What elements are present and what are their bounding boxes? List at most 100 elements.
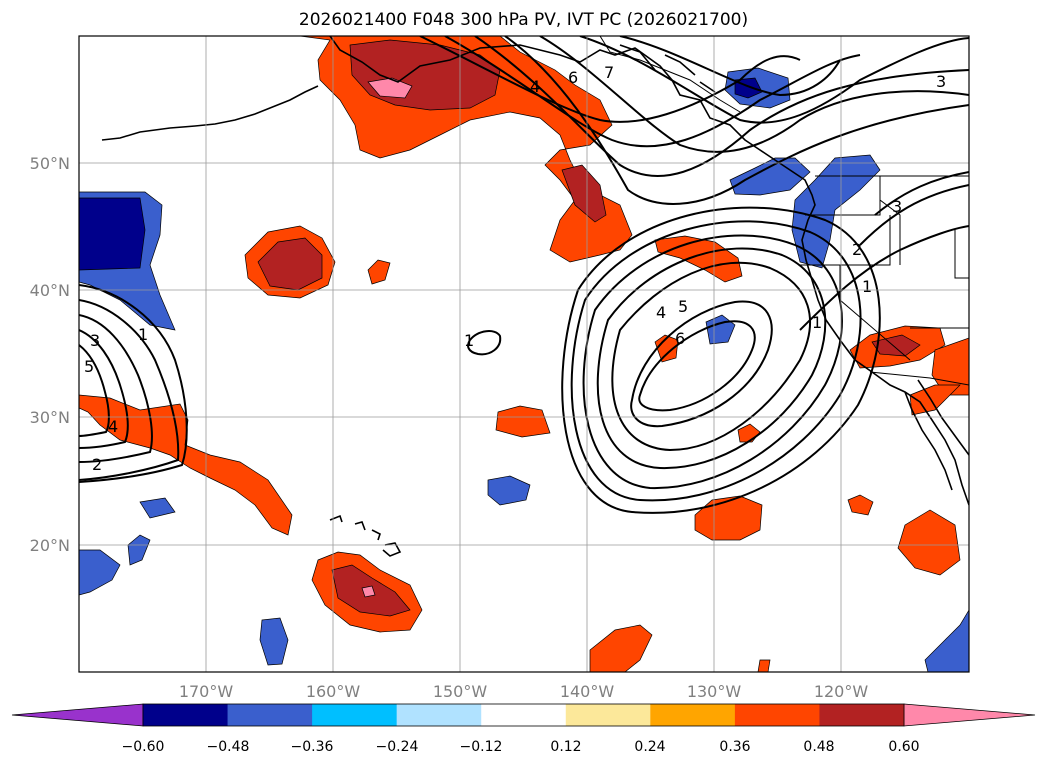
pv-area-bc-band: [561, 164, 607, 223]
map-frame-bg: [79, 36, 969, 672]
border-us-mexico: [869, 371, 969, 386]
positive-pv-anomaly-areas: [79, 36, 969, 672]
longitude-label: 130°W: [687, 682, 742, 701]
pv-area-160w-40n-core: [257, 237, 323, 291]
contour-label: 4: [108, 417, 118, 436]
map-title: 2026021400 F048 300 hPa PV, IVT PC (2026…: [298, 10, 749, 30]
ivt-contour-ring-7: [630, 300, 773, 428]
ivt-contour-ring-3: [582, 234, 843, 490]
latitude-label: 30°N: [30, 408, 70, 427]
contour-label: 3: [90, 331, 100, 350]
border-state-idaho: [879, 176, 901, 265]
pv-area-148w-25n: [487, 475, 531, 506]
pv-area-small-155w: [367, 259, 391, 285]
ivt-contour-north-7: [619, 36, 841, 97]
ivt-contour-north-3: [474, 36, 969, 178]
latitude-label: 40°N: [30, 281, 70, 300]
contour-label: 6: [568, 68, 578, 87]
ivt-contour-closed-small: [467, 330, 502, 356]
border-state-ut: [954, 230, 969, 279]
colorbar-segment: [481, 704, 567, 726]
pv-area-120w-35n-core: [871, 334, 921, 357]
contour-label: 5: [678, 297, 688, 316]
pv-area-dateline-48n-core: [79, 197, 146, 271]
longitude-label: 140°W: [560, 682, 615, 701]
contour-label: 6: [675, 329, 685, 348]
contour-labels: 7 6 4 3 3 2 1 1 4 5 6 3 5 4 2 1 1: [84, 63, 946, 474]
pv-area-baja-strip: [909, 384, 961, 416]
colorbar-segment: [312, 704, 398, 726]
coastline-aleutians: [101, 85, 319, 141]
colorbar-segment: [650, 704, 736, 726]
pv-area-158w-17n-peak: [361, 585, 376, 598]
ivt-contour-ring-4: [570, 220, 862, 502]
pv-area-164w-12n: [259, 617, 289, 666]
coastlines: [101, 36, 969, 557]
pv-area-118w-20n: [897, 509, 961, 576]
contour-label: 1: [862, 277, 872, 296]
contour-label: 2: [852, 240, 862, 259]
contour-label: 4: [656, 303, 666, 322]
contour-label: 1: [812, 313, 822, 332]
latitude-labels: 50°N 40°N 30°N 20°N: [30, 154, 70, 555]
latitude-label: 20°N: [30, 536, 70, 555]
colorbar-segment: [227, 704, 313, 726]
coastline-hawaii-islands: [329, 514, 402, 557]
ivt-contour-ring-1: [611, 261, 811, 452]
contour-label: 5: [84, 357, 94, 376]
pv-area-180w-18n: [79, 549, 121, 596]
ivt-contour-coast-1: [799, 225, 969, 331]
colorbar-extend-low: [11, 703, 144, 727]
colorbar-extend-high: [903, 703, 1036, 727]
colorbar: −0.60 −0.48 −0.36 −0.24 −0.12 0.12 0.24 …: [11, 703, 1036, 755]
pv-area-174w-24n: [139, 497, 176, 519]
contour-label: 3: [892, 197, 902, 216]
coastline-baja: [904, 391, 953, 491]
pv-area-baja-east: [931, 337, 969, 396]
coastline-alaska-south: [329, 36, 969, 506]
colorbar-tick-label: −0.12: [460, 739, 503, 755]
map-frame-border: [78, 35, 970, 673]
ivt-contour-southwest-5: [79, 284, 188, 483]
colorbar-tick-label: 0.24: [634, 739, 665, 755]
ivt-contour-coast-2: [859, 184, 969, 246]
pv-area-174w-20n: [127, 534, 151, 566]
pv-area-small-115w-22n: [847, 494, 874, 516]
colorbar-tick-label: −0.48: [207, 739, 250, 755]
colorbar-segment: [734, 704, 820, 726]
pv-area-washington-oregon: [791, 154, 881, 269]
ivt-contour-north-2: [444, 36, 861, 148]
ivt-contour-southwest-1: [79, 299, 180, 481]
border-alaska-canada: [599, 36, 741, 113]
contour-label: 4: [530, 77, 540, 96]
longitude-label: 120°W: [814, 682, 869, 701]
colorbar-segment: [396, 704, 482, 726]
ivt-contour-north-1: [419, 36, 801, 123]
political-borders: [599, 36, 969, 386]
colorbar-border: [142, 703, 905, 727]
pv-area-130w-22n: [694, 495, 763, 541]
ivt-contour-ring-6: [638, 320, 756, 412]
contour-label: 1: [138, 325, 148, 344]
longitude-labels: 170°W 160°W 150°W 140°W 130°W 120°W: [179, 682, 869, 701]
colorbar-tick-label: 0.48: [803, 739, 834, 755]
longitude-label: 150°W: [433, 682, 488, 701]
ivt-contours: [79, 36, 969, 514]
ivt-contour-north-5: [539, 36, 969, 153]
contour-label: 2: [92, 455, 102, 474]
pv-area-bc-southern: [729, 157, 811, 196]
negative-pv-anomaly-areas: [79, 67, 969, 672]
ivt-contour-north-6: [579, 36, 969, 124]
contour-label: 7: [604, 63, 614, 82]
longitude-label: 160°W: [306, 682, 361, 701]
colorbar-tick-label: −0.24: [376, 739, 419, 755]
pv-area-116w-12n: [924, 609, 969, 672]
latitude-label: 50°N: [30, 154, 70, 173]
contour-label: 3: [936, 72, 946, 91]
border-state-or-ca: [800, 215, 891, 266]
ivt-contour-ring-5: [561, 206, 881, 514]
colorbar-tick-labels: −0.60 −0.48 −0.36 −0.24 −0.12 0.12 0.24 …: [122, 739, 920, 755]
ivt-contour-ring-2: [596, 247, 827, 470]
ivt-contour-southwest-3: [79, 329, 129, 449]
colorbar-tick-label: 0.60: [888, 739, 919, 755]
